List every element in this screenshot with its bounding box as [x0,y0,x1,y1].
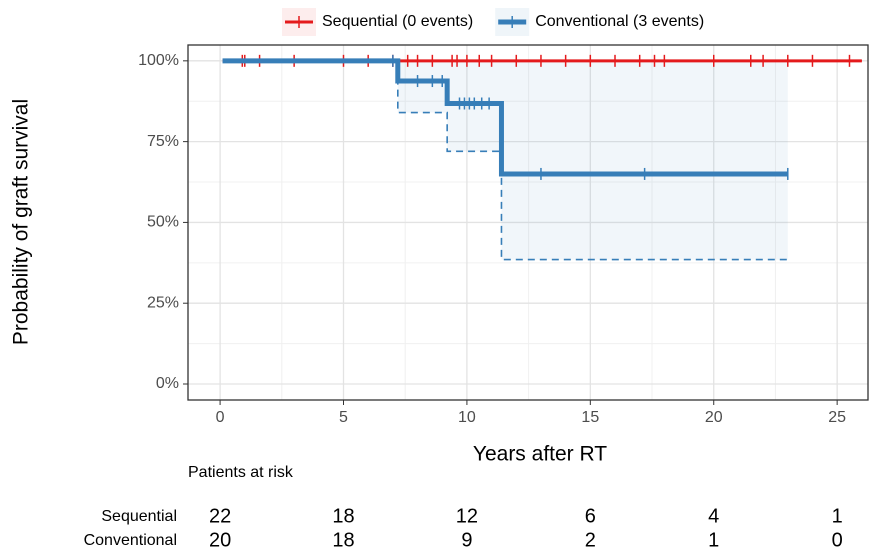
risk-count: 2 [585,529,596,551]
risk-table-title: Patients at risk [188,464,294,481]
survival-line [222,58,788,177]
x-tick-label: 20 [705,409,723,426]
risk-count: 22 [209,505,231,527]
y-axis-title: Probability of graft survival [10,99,33,345]
y-tick-label: 0% [156,375,179,392]
risk-count: 20 [209,529,231,551]
y-tick-label: 75% [147,133,179,150]
risk-row-name: Sequential [101,508,177,525]
plot-border [187,44,869,401]
risk-count: 9 [461,529,472,551]
risk-count: 18 [332,505,354,527]
ci-band [397,60,448,113]
legend-label: Sequential (0 events) [322,13,473,30]
risk-count: 1 [708,529,719,551]
x-tick-label: 10 [458,409,476,426]
risk-count: 0 [832,529,843,551]
x-tick-label: 0 [216,409,225,426]
y-tick-label: 100% [138,52,179,69]
ci-band [501,60,788,260]
x-axis-title: Years after RT [473,443,607,466]
x-tick-label: 25 [828,409,846,426]
x-tick-label: 5 [339,409,348,426]
legend-label: Conventional (3 events) [535,13,704,30]
risk-count: 18 [332,529,354,551]
y-tick-label: 25% [147,294,179,311]
risk-count: 1 [832,505,843,527]
risk-row-name: Conventional [84,532,177,549]
risk-count: 4 [708,505,719,527]
risk-count: 6 [585,505,596,527]
x-tick-label: 15 [581,409,599,426]
y-tick-label: 50% [147,214,179,231]
risk-count: 12 [456,505,478,527]
